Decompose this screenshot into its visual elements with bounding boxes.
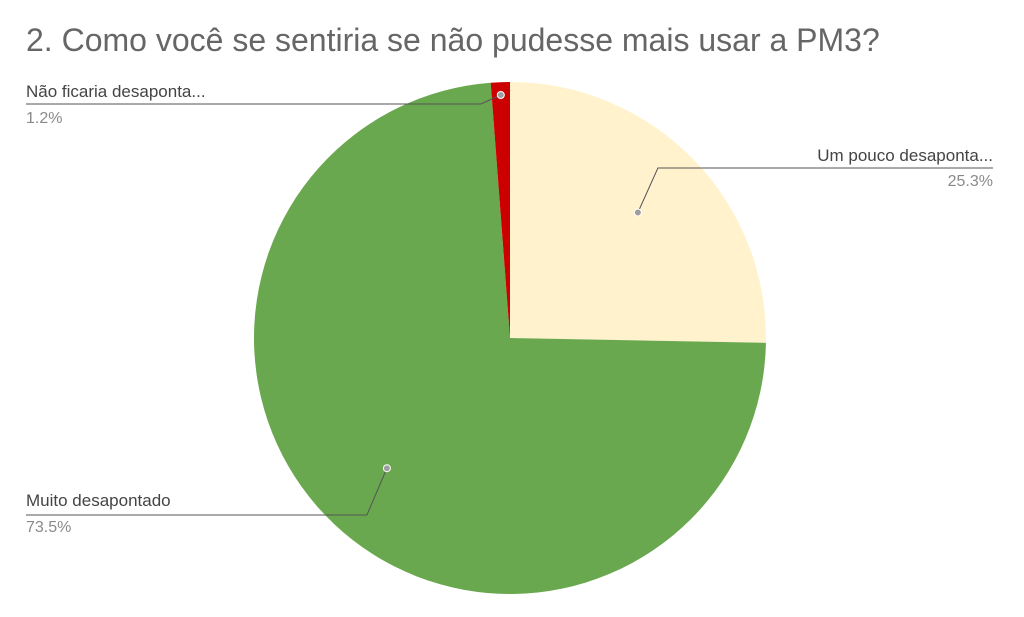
pie-slice-muito-desapontado — [253, 82, 766, 595]
chart-title: 2. Como você se sentiria se não pudesse … — [26, 22, 880, 58]
leader-dot-nao-ficaria-desaponta — [496, 91, 505, 99]
leader-line-muito-desapontado — [26, 468, 388, 516]
leader-line-nao-ficaria-desaponta — [26, 94, 502, 105]
slice-label-nao-ficaria-desaponta: Não ficaria desaponta... — [26, 82, 206, 101]
slice-labels: Um pouco desaponta... 25.3% Muito desapont… — [26, 82, 993, 536]
leader-line-um-pouco-desaponta — [637, 167, 993, 213]
leader-dot-um-pouco-desaponta — [633, 208, 642, 217]
slice-label-um-pouco-desaponta: Um pouco desaponta... — [817, 146, 993, 165]
pie-slices — [253, 82, 766, 595]
slice-value-nao-ficaria-desaponta: 1.2% — [26, 110, 62, 127]
pie-slice-nao-ficaria-desaponta — [490, 82, 510, 338]
slice-value-um-pouco-desaponta: 25.3% — [948, 173, 993, 190]
slice-label-muito-desapontado: Muito desapontado — [26, 491, 171, 510]
slice-value-muito-desapontado: 73.5% — [26, 519, 71, 536]
leader-dot-muito-desapontado — [382, 464, 391, 473]
